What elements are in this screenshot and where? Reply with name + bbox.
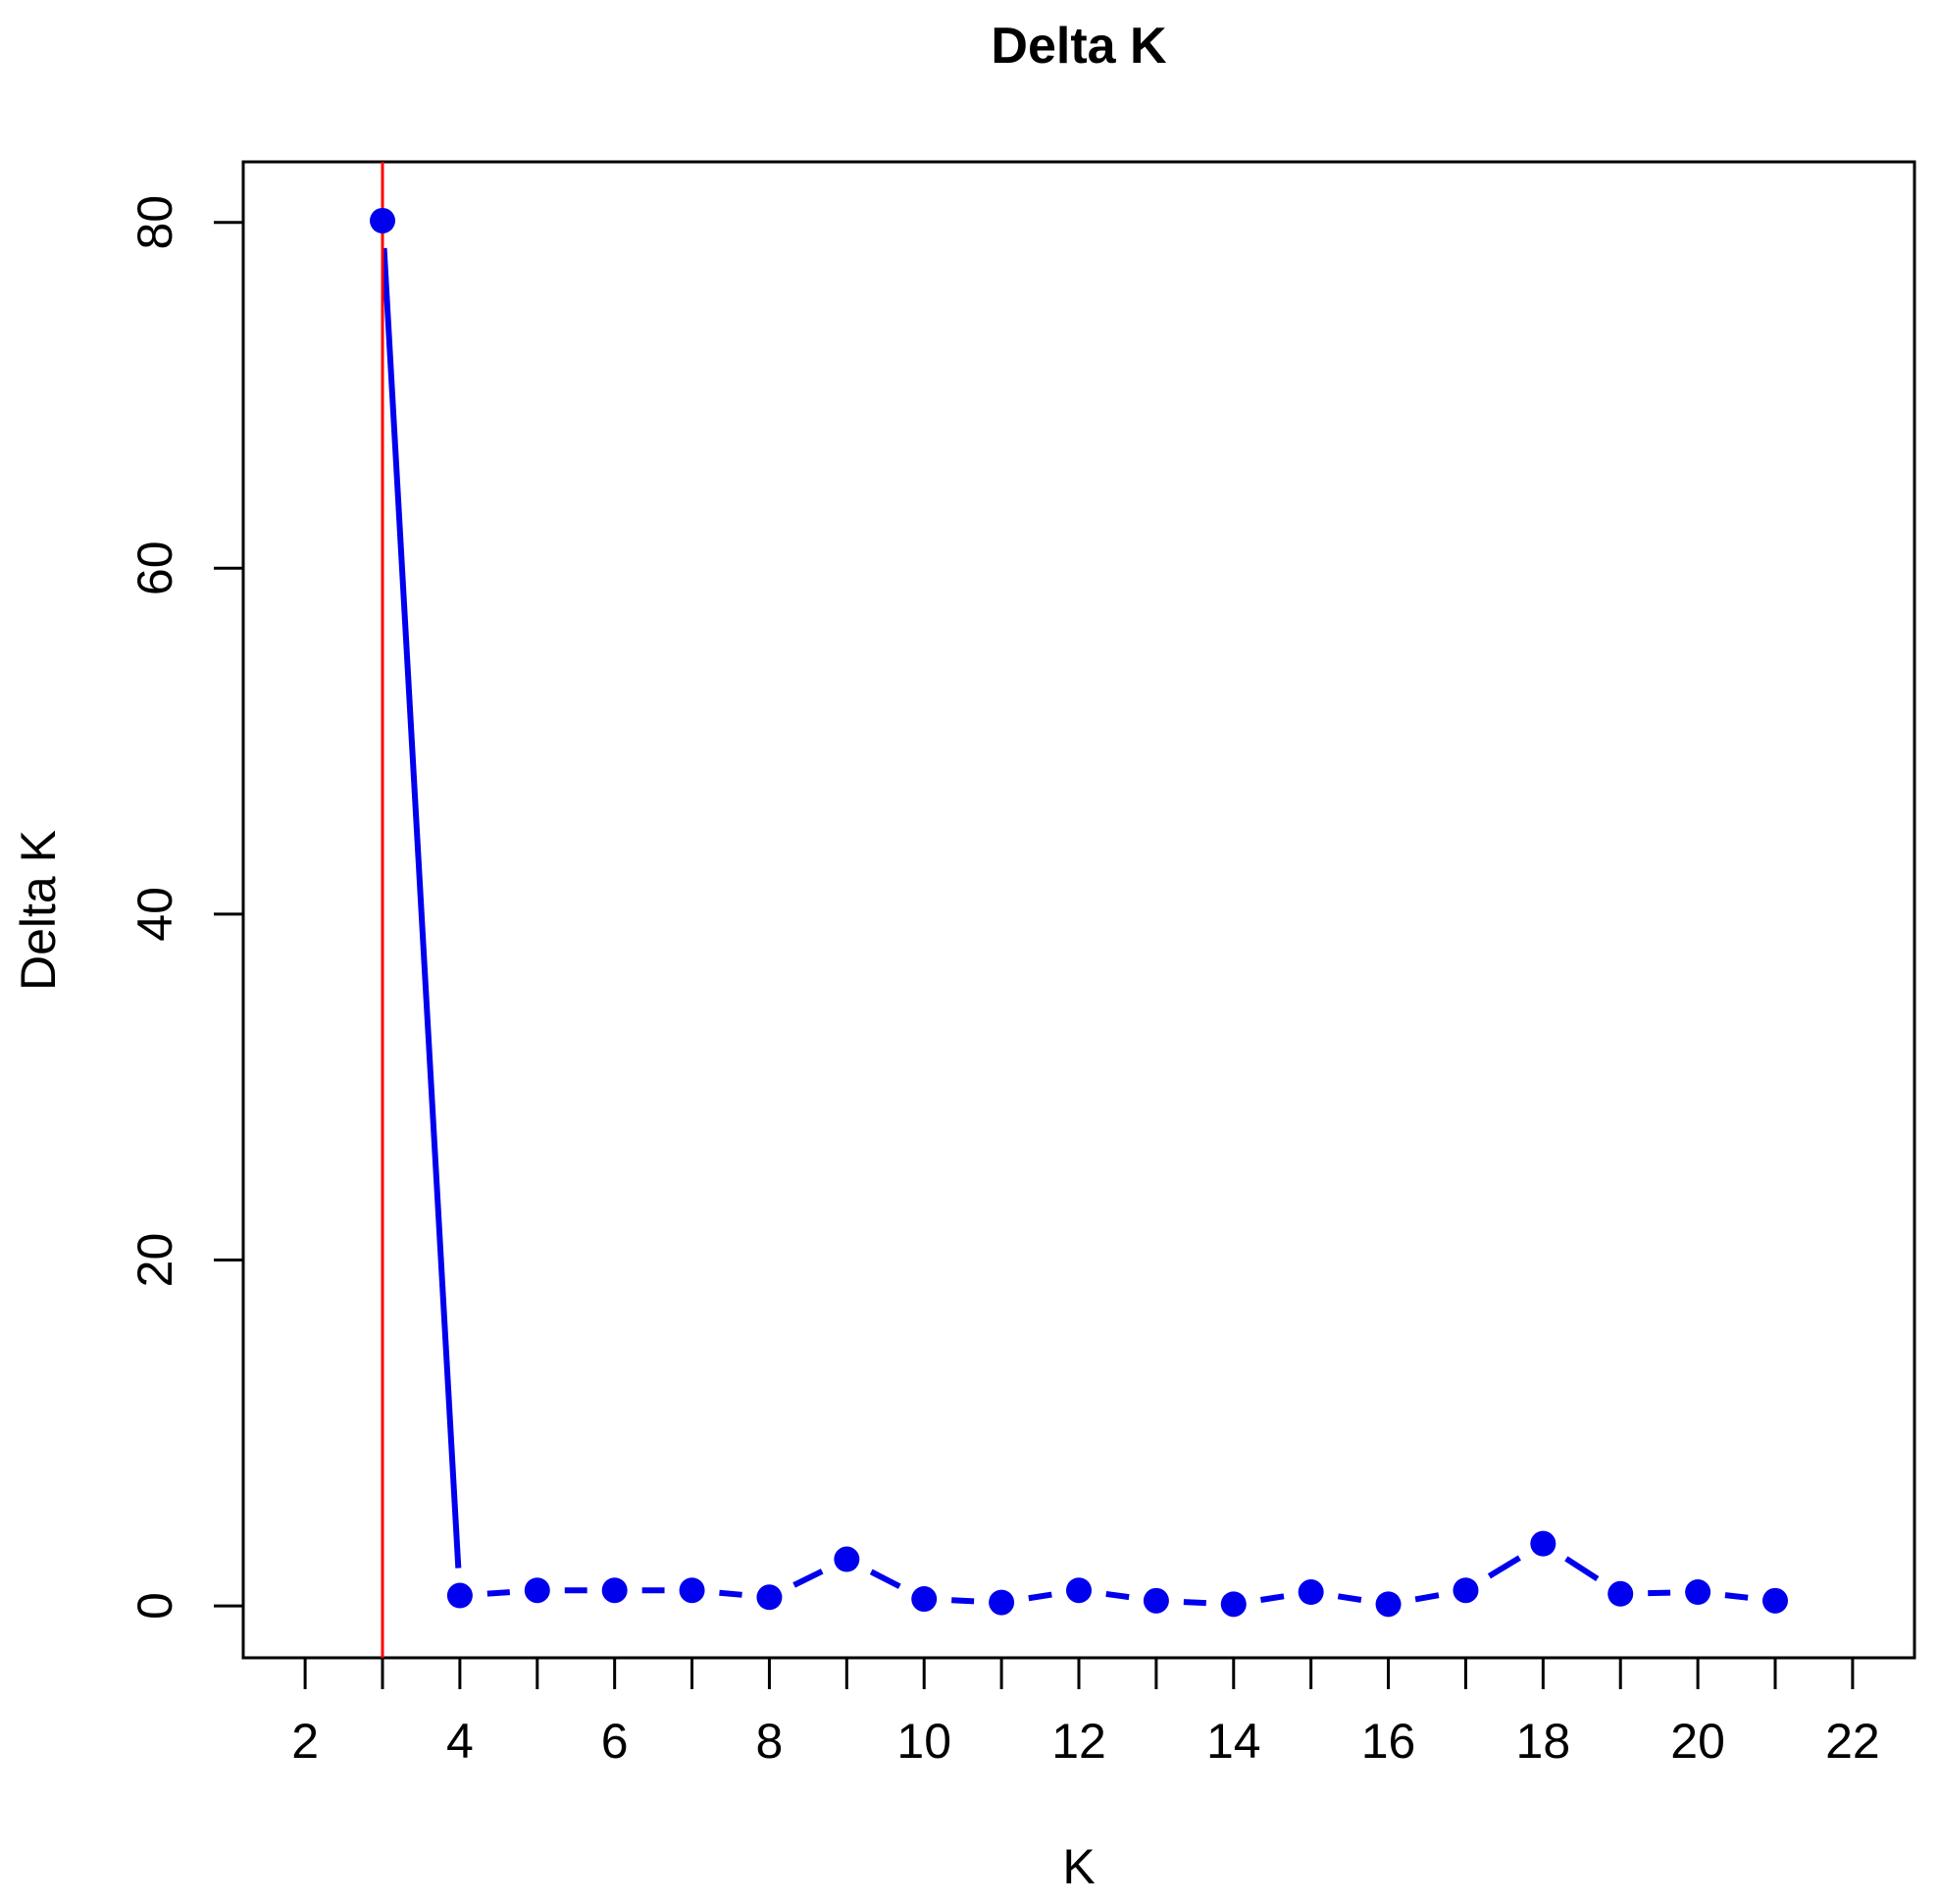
series-line-segment xyxy=(869,1569,901,1589)
series-line-segment xyxy=(1724,1592,1749,1601)
data-point xyxy=(446,1582,473,1609)
x-tick-label: 4 xyxy=(446,1714,474,1769)
y-axis-label: Delta K xyxy=(11,830,66,991)
series-line-segment xyxy=(1414,1592,1440,1603)
x-tick-label: 16 xyxy=(1361,1714,1416,1769)
data-point xyxy=(1685,1579,1711,1606)
data-point xyxy=(1298,1579,1324,1606)
x-tick-label: 18 xyxy=(1516,1714,1571,1769)
data-point xyxy=(370,207,395,233)
series-line-segment xyxy=(719,1589,742,1598)
y-tick-label: 40 xyxy=(128,887,182,942)
data-point xyxy=(1220,1591,1247,1618)
series-line-segment xyxy=(381,247,462,1569)
y-tick-label: 80 xyxy=(128,195,182,250)
series-line-segment xyxy=(1028,1591,1052,1602)
x-tick-label: 22 xyxy=(1825,1714,1880,1769)
series-line-segment xyxy=(1564,1556,1600,1582)
y-tick-label: 20 xyxy=(128,1233,182,1288)
x-tick-label: 6 xyxy=(601,1714,629,1769)
x-tick-label: 12 xyxy=(1051,1714,1106,1769)
data-point xyxy=(1066,1577,1092,1604)
x-axis-label: K xyxy=(1062,1839,1095,1894)
data-point xyxy=(1762,1587,1788,1614)
y-tick-label: 60 xyxy=(128,540,182,595)
data-point xyxy=(989,1589,1015,1616)
data-point xyxy=(911,1586,938,1613)
y-tick-label: 0 xyxy=(128,1592,182,1620)
data-point xyxy=(1375,1591,1402,1618)
series-line-segment xyxy=(486,1589,511,1597)
data-point xyxy=(1143,1587,1169,1614)
data-point xyxy=(601,1577,628,1604)
plot-area: 2 4 6 8 10 12 14 16 18 20 22 0 20 40 60 80 xyxy=(128,160,1916,1769)
data-point xyxy=(834,1546,860,1572)
series-line-segment xyxy=(1648,1589,1671,1597)
series-line-segment xyxy=(1259,1593,1285,1603)
data-point xyxy=(1607,1580,1634,1607)
plot-frame xyxy=(241,160,1916,1660)
series-line-segment xyxy=(1337,1593,1362,1603)
data-point xyxy=(679,1577,705,1604)
data-point xyxy=(1453,1577,1479,1604)
series-line-segment xyxy=(792,1569,824,1588)
x-tick-label: 20 xyxy=(1670,1714,1725,1769)
data-point xyxy=(756,1584,783,1611)
data-point xyxy=(1530,1530,1556,1557)
x-tick-label: 10 xyxy=(896,1714,951,1769)
data-point xyxy=(524,1577,550,1604)
chart-title: Delta K xyxy=(991,18,1167,75)
series-line-segment xyxy=(1105,1590,1130,1601)
series-line-segment xyxy=(1183,1599,1206,1607)
series-line-segment xyxy=(951,1597,975,1605)
x-tick-label: 8 xyxy=(756,1714,784,1769)
series-line-segment xyxy=(1487,1555,1521,1579)
x-tick-label: 14 xyxy=(1206,1714,1261,1769)
x-tick-label: 2 xyxy=(291,1714,319,1769)
